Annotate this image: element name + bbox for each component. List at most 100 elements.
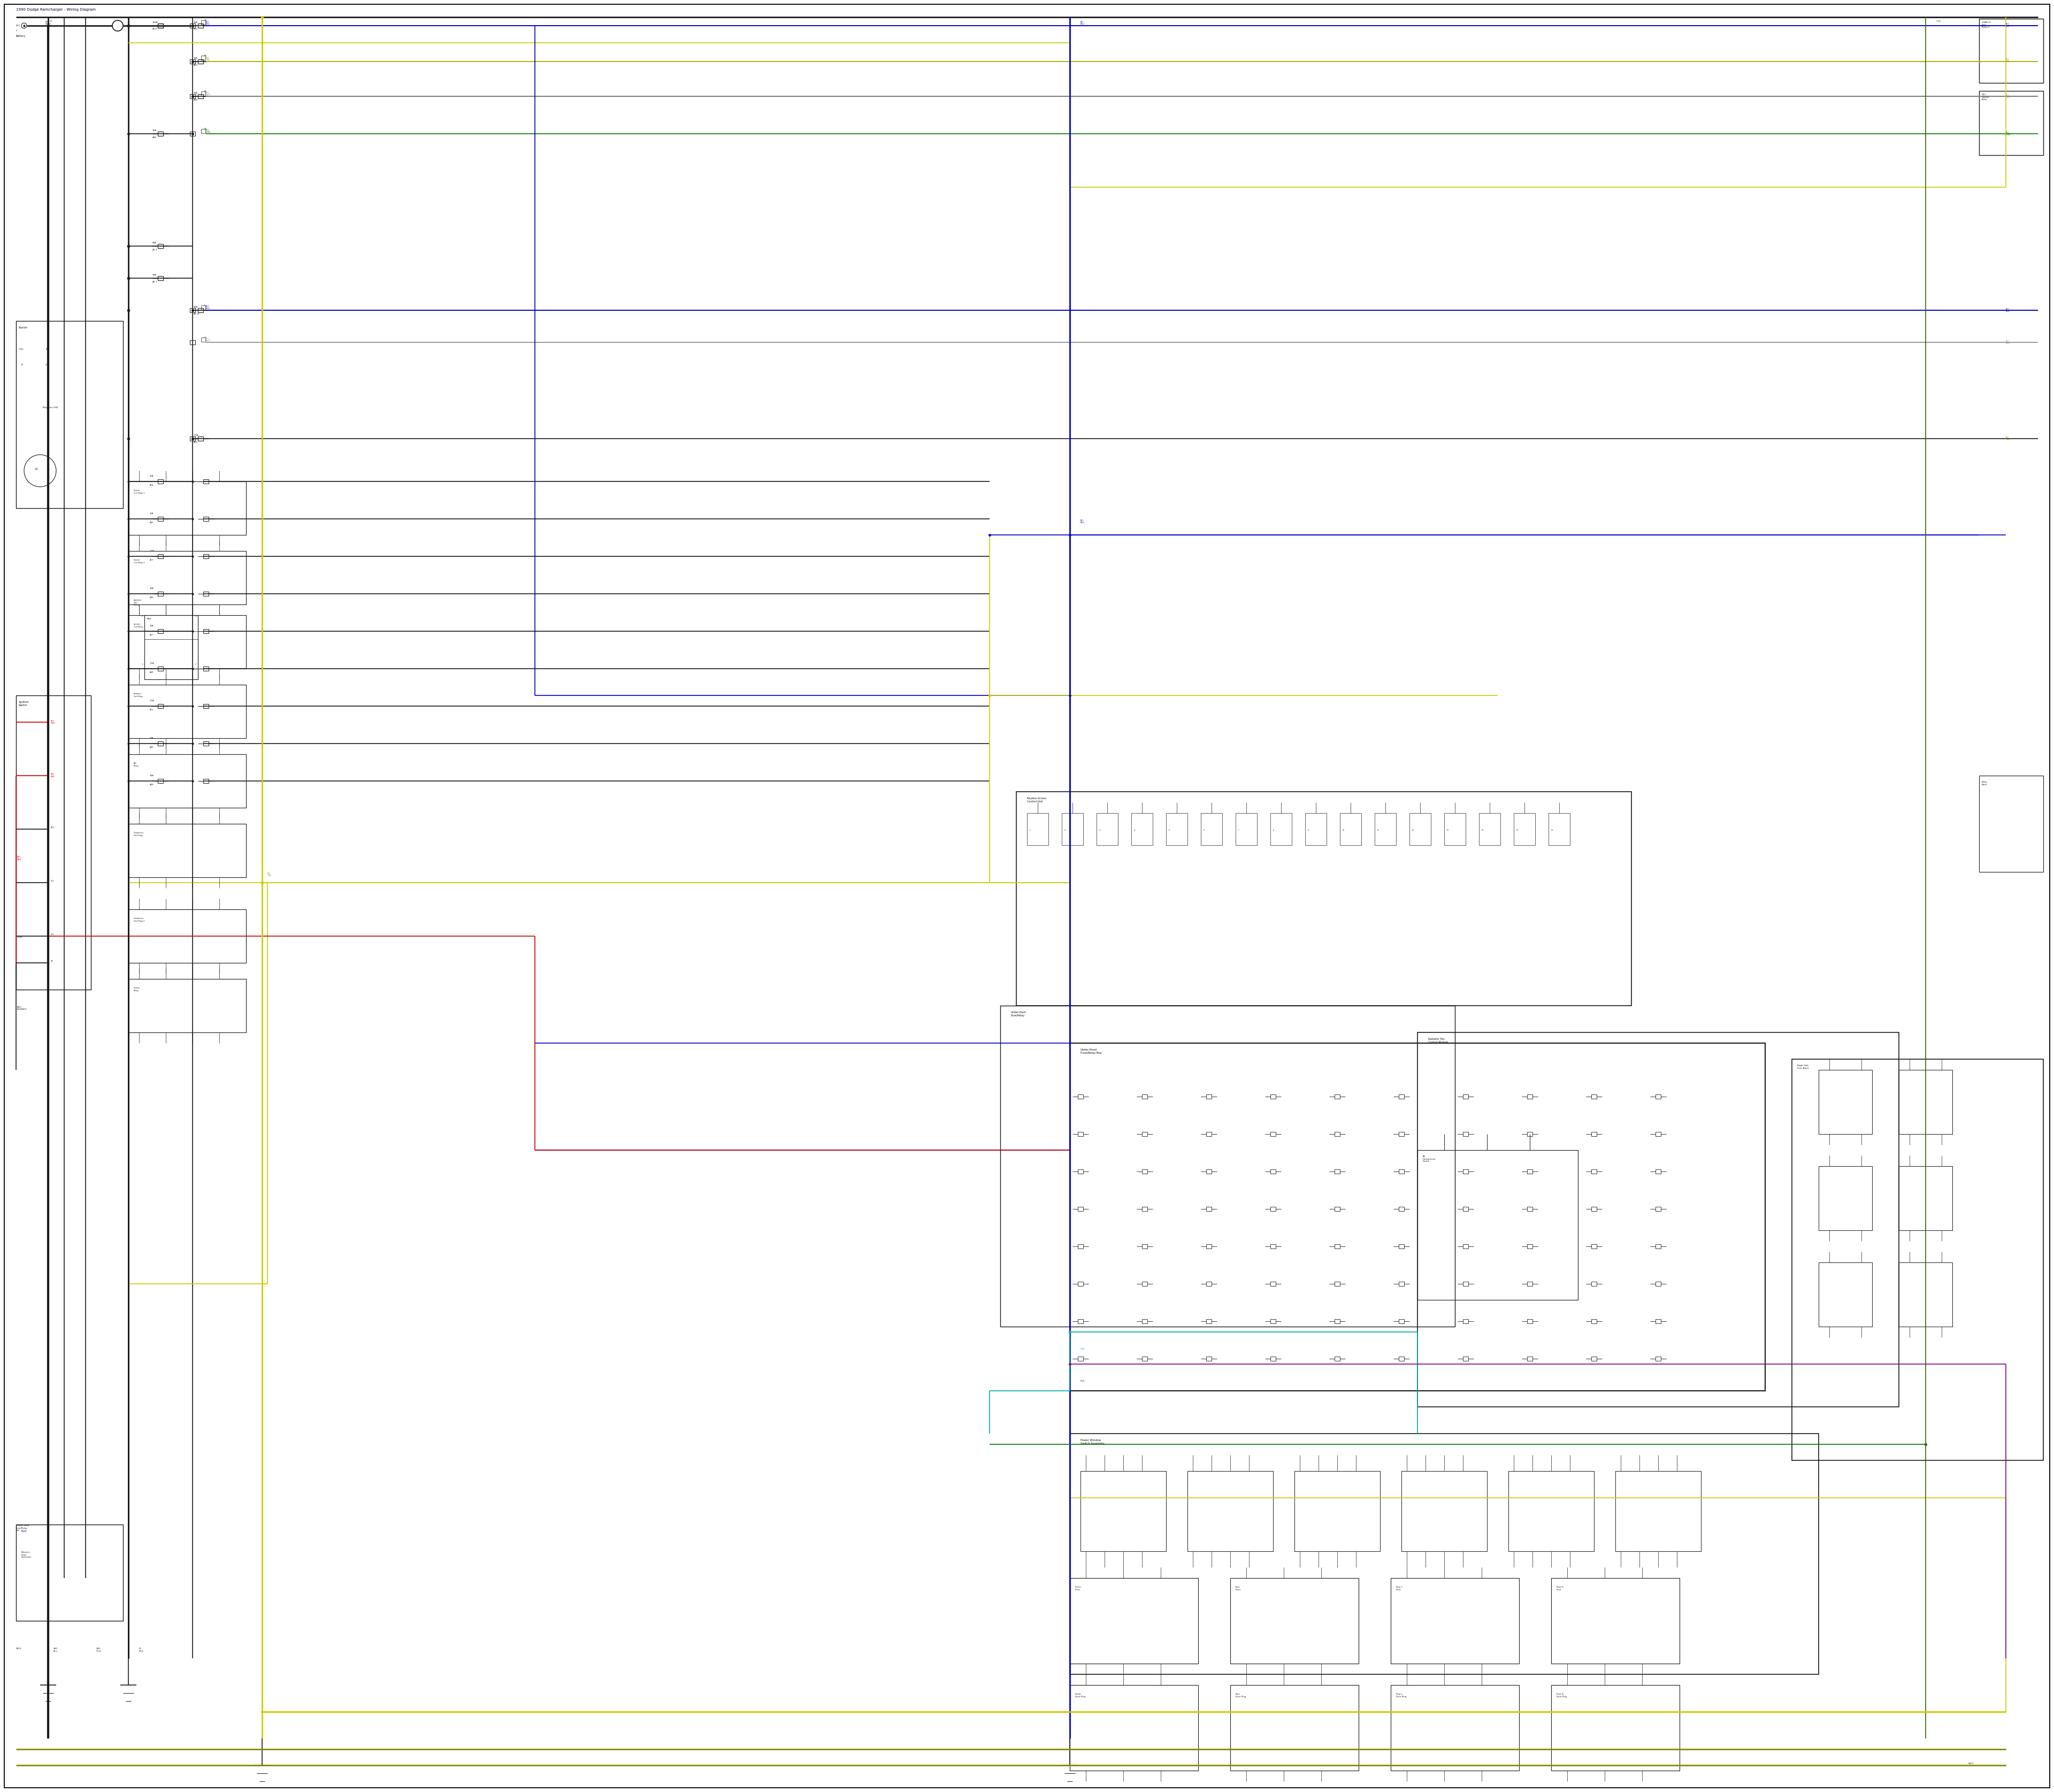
Text: 66: 66: [203, 90, 207, 93]
Text: [EJ]
RED: [EJ] RED: [51, 772, 55, 778]
Text: [E]
YEL: [E] YEL: [205, 56, 210, 61]
Text: [E]
GRN: [E] GRN: [2007, 131, 2011, 136]
Text: [E]
WHT: [E] WHT: [2007, 340, 2011, 344]
Bar: [1269, 1133, 1276, 1136]
Bar: [1206, 1095, 1212, 1098]
Bar: [201, 20, 205, 25]
Bar: [1508, 1471, 1594, 1552]
Text: IG2: IG2: [51, 934, 53, 935]
Bar: [1592, 1133, 1596, 1136]
Bar: [1592, 1357, 1596, 1360]
Text: 2C
4P-S: 2C 4P-S: [140, 1647, 144, 1652]
Bar: [1335, 1170, 1339, 1174]
Text: [E]
YEL: [E] YEL: [267, 873, 271, 876]
Bar: [1206, 1281, 1212, 1287]
Bar: [1526, 1319, 1532, 1324]
Text: GT-5
Current
Relay: GT-5 Current Relay: [1982, 93, 1990, 100]
Text: Power Window
Switch Assembly: Power Window Switch Assembly: [1080, 1439, 1105, 1444]
Bar: [1202, 814, 1222, 846]
Text: M44: M44: [148, 618, 152, 620]
Bar: [1551, 1579, 1680, 1663]
Text: [E]
WHT: [E] WHT: [2007, 93, 2011, 99]
Bar: [1206, 1133, 1212, 1136]
Text: 59: 59: [203, 54, 207, 57]
Text: S001: S001: [16, 1647, 23, 1650]
Bar: [189, 131, 195, 136]
Bar: [1391, 1684, 1520, 1770]
Bar: [1980, 776, 2044, 873]
Bar: [1142, 1095, 1148, 1098]
Text: A29: A29: [150, 783, 154, 787]
Bar: [1399, 1133, 1405, 1136]
Text: 30A: 30A: [150, 588, 154, 590]
Bar: [203, 667, 210, 670]
Bar: [1070, 1579, 1197, 1663]
Text: Rear R
Door Plug: Rear R Door Plug: [1557, 1693, 1567, 1697]
Bar: [197, 59, 203, 65]
Bar: [1070, 1043, 1764, 1391]
Bar: [203, 478, 210, 484]
Text: 100A: 100A: [152, 22, 158, 23]
Bar: [1526, 1357, 1532, 1360]
Bar: [1656, 1244, 1662, 1249]
Text: 59: 59: [203, 20, 207, 22]
Text: T4|1: T4|1: [18, 348, 23, 349]
Text: A2-1: A2-1: [152, 281, 158, 283]
Bar: [1479, 814, 1499, 846]
Text: Radiator Fan
Control Module: Radiator Fan Control Module: [1428, 1038, 1448, 1043]
Bar: [1526, 1206, 1532, 1211]
Text: HCAM-11
Shift
Relay 2: HCAM-11 Shift Relay 2: [1982, 22, 1992, 29]
Bar: [1898, 1070, 1953, 1134]
Text: S007: S007: [1968, 1763, 1974, 1765]
Text: ST: ST: [51, 961, 53, 962]
Text: IG1: IG1: [51, 880, 53, 882]
Text: (+): (+): [16, 23, 21, 27]
Text: Under Hood
Fuse/Relay
Box: Under Hood Fuse/Relay Box: [16, 1525, 29, 1532]
Bar: [16, 321, 123, 509]
Text: (Electric
Load
Detector): (Electric Load Detector): [21, 1552, 31, 1559]
Text: 15: 15: [1516, 830, 1518, 831]
Text: Radiator
Fan Relay: Radiator Fan Relay: [134, 694, 142, 697]
Bar: [203, 629, 210, 633]
Text: 10A: 10A: [193, 91, 197, 95]
Text: 42: 42: [203, 127, 207, 131]
Bar: [1399, 1319, 1405, 1324]
Bar: [1078, 1095, 1082, 1098]
Bar: [1230, 1579, 1358, 1663]
Bar: [158, 554, 162, 559]
Bar: [1027, 814, 1048, 846]
Bar: [1335, 1244, 1339, 1249]
Bar: [127, 615, 246, 668]
Text: [E]
YEL: [E] YEL: [2007, 435, 2009, 441]
Bar: [1417, 1032, 1898, 1407]
Bar: [1592, 1170, 1596, 1174]
Bar: [1409, 814, 1432, 846]
Text: Pass
Front: Pass Front: [1237, 1586, 1241, 1591]
Bar: [1818, 1070, 1871, 1134]
Bar: [1526, 1281, 1532, 1287]
Text: 30A: 30A: [150, 774, 154, 776]
Bar: [1526, 1095, 1532, 1098]
Bar: [158, 591, 162, 597]
Bar: [16, 1525, 123, 1620]
Text: Rear L
Door Plug: Rear L Door Plug: [1397, 1693, 1407, 1697]
Bar: [1206, 1357, 1212, 1360]
Bar: [158, 23, 162, 29]
Bar: [203, 516, 210, 521]
Text: [E]
YEL: [E] YEL: [2007, 57, 2009, 63]
Text: [E]
WHT: [E] WHT: [205, 337, 212, 342]
Text: [E]
BLU: [E] BLU: [1080, 520, 1085, 523]
Bar: [1142, 1357, 1148, 1360]
Text: 10: 10: [1343, 830, 1345, 831]
Bar: [127, 754, 246, 808]
Bar: [1656, 1170, 1662, 1174]
Text: Under-Dash
Fuse/Relay: Under-Dash Fuse/Relay: [1011, 1011, 1027, 1016]
Bar: [1142, 1206, 1148, 1211]
Bar: [1592, 1319, 1596, 1324]
Bar: [1269, 814, 1292, 846]
Bar: [1269, 1244, 1276, 1249]
Text: Under-Hood
Fuse/Relay Box: Under-Hood Fuse/Relay Box: [1080, 1048, 1101, 1054]
Bar: [1142, 1281, 1148, 1287]
Text: [E]
BLU: [E] BLU: [2007, 308, 2011, 312]
Bar: [1304, 814, 1327, 846]
